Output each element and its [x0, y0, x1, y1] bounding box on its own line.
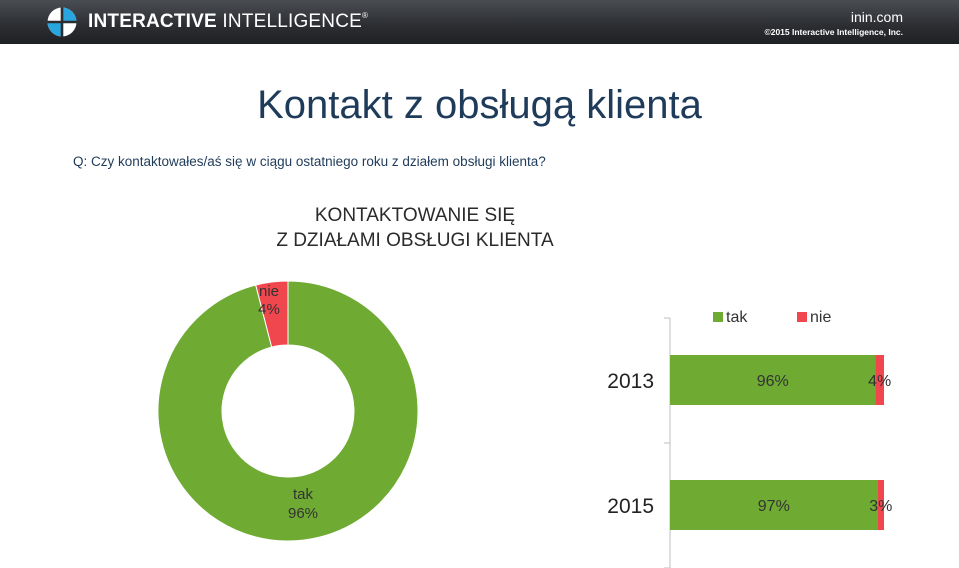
- bar-label-tak-2015: 97%: [758, 498, 790, 515]
- site-url[interactable]: inin.com: [850, 9, 903, 25]
- survey-question: Q: Czy kontaktowałes/aś się w ciągu osta…: [73, 154, 546, 169]
- bar-category-2013: 2013: [607, 370, 654, 393]
- chart-title: KONTAKTOWANIE SIĘ Z DZIAŁAMI OBSŁUGI KLI…: [0, 203, 830, 253]
- bar-segment-tak-2015: [670, 480, 878, 530]
- slide-title: Kontakt z obsługą klienta: [257, 83, 702, 127]
- donut-slice-tak: [157, 280, 419, 542]
- site-info: inin.com ©2015 Interactive Intelligence,…: [764, 9, 903, 38]
- donut-label-nie-name: nie: [259, 283, 279, 300]
- bar-label-nie-2015: 3%: [869, 498, 892, 515]
- legend-swatch-nie: [797, 312, 807, 322]
- brand-logo: INTERACTIVE INTELLIGENCE®: [46, 6, 368, 38]
- bar-label-tak-2013: 96%: [757, 373, 789, 390]
- brand-name: INTERACTIVE INTELLIGENCE®: [88, 11, 369, 32]
- chart-title-line-1: KONTAKTOWANIE SIĘ: [314, 205, 516, 226]
- legend-label-nie: nie: [810, 309, 831, 326]
- chart-title-line-2: Z DZIAŁAMI OBSŁUGI KLIENTA: [276, 230, 554, 251]
- legend-label-tak: tak: [726, 309, 748, 326]
- donut-label-tak-name: tak: [293, 486, 314, 503]
- bar-segment-nie-2015: [877, 480, 884, 530]
- copyright-text: ©2015 Interactive Intelligence, Inc.: [764, 27, 903, 37]
- bar-segment-nie-2013: [875, 355, 884, 405]
- donut-label-nie-value: 4%: [258, 301, 280, 318]
- globe-logo-icon: [47, 7, 77, 37]
- donut-label-tak-value: 96%: [288, 505, 318, 522]
- bar-label-nie-2013: 4%: [868, 373, 891, 390]
- bar-segment-tak-2013: [670, 355, 876, 405]
- bar-category-2015: 2015: [607, 495, 654, 518]
- legend-swatch-tak: [713, 312, 723, 322]
- header-bar: INTERACTIVE INTELLIGENCE® inin.com ©2015…: [0, 0, 959, 44]
